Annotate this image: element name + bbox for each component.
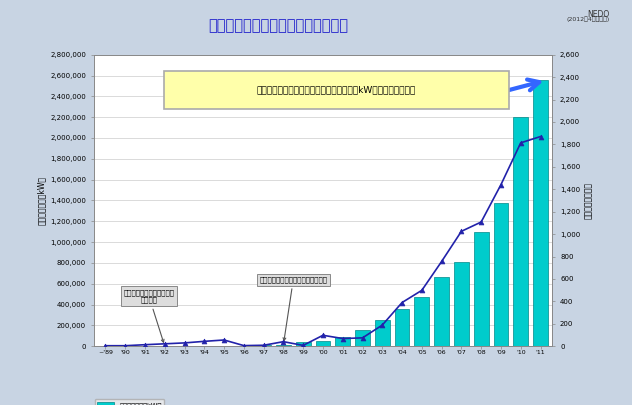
Y-axis label: 総設置基数（基）: 総設置基数（基） [585, 182, 593, 219]
Text: ２０１１年度総設備容量：約２，５５５千kW（１，８７０基）: ２０１１年度総設備容量：約２，５５５千kW（１，８７０基） [257, 85, 416, 94]
Bar [296, 342, 310, 346]
Bar [434, 277, 449, 346]
Text: ＮＥＤＯフィールドテスト
事業開始: ＮＥＤＯフィールドテスト 事業開始 [123, 289, 174, 342]
Y-axis label: 総設備容量（千kW）: 総設備容量（千kW） [37, 176, 46, 225]
Bar [336, 337, 350, 346]
Bar [513, 117, 528, 346]
Bar [394, 309, 410, 346]
Bar [415, 297, 429, 346]
Text: 日本における風力発電導入量の推移: 日本における風力発電導入量の推移 [208, 18, 348, 33]
Bar [494, 203, 508, 346]
Bar [276, 345, 291, 346]
Text: NEDO: NEDO [588, 10, 610, 19]
Bar [474, 232, 489, 346]
Bar [454, 262, 469, 346]
Legend: 総設備容量（千kW）, 総設置基数（基）: 総設備容量（千kW）, 総設置基数（基） [95, 399, 164, 405]
Text: 地域新エネルギー導入促進事業開始: 地域新エネルギー導入促進事業開始 [259, 276, 327, 341]
Text: (2012年4月末現在): (2012年4月末現在) [567, 16, 610, 22]
Bar [236, 345, 252, 346]
Bar [256, 345, 271, 346]
Bar [355, 330, 370, 346]
Bar [375, 320, 390, 346]
Bar [533, 80, 548, 346]
Bar [315, 341, 331, 346]
